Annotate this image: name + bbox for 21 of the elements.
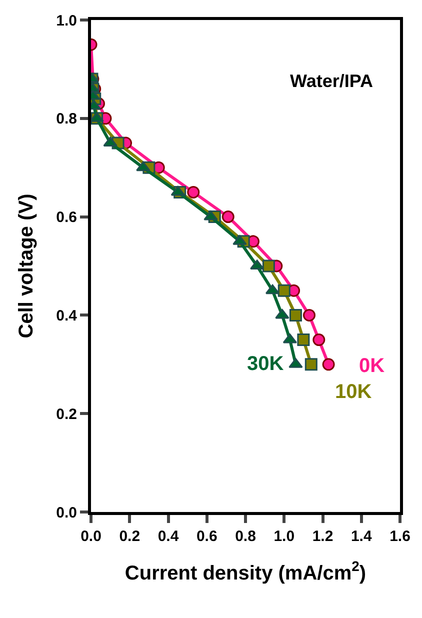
series-label: 30K (247, 353, 284, 375)
x-tick-label: 0.0 (80, 528, 102, 545)
y-axis-title: Cell voltage (V) (16, 194, 38, 338)
y-tick-label: 0.6 (56, 209, 77, 226)
x-tick-label: 1.0 (274, 528, 295, 545)
x-tick-label: 1.6 (390, 528, 410, 545)
y-tick-label: 0.4 (56, 307, 78, 324)
y-tick-label: 0.0 (56, 504, 77, 522)
x-tick-label: 0.2 (119, 528, 140, 545)
x-tick-label: 0.4 (158, 528, 180, 545)
y-tick-label: 0.8 (56, 110, 77, 128)
x-tick-label: 0.8 (235, 528, 256, 545)
x-tick-label: 1.4 (350, 528, 372, 545)
x-tick-label: 1.2 (312, 528, 334, 545)
y-tick-label: 1.0 (56, 12, 77, 30)
series-label: 0K (359, 355, 386, 377)
y-tick-label: 0.2 (56, 406, 77, 423)
x-tick-label: 0.6 (196, 528, 218, 545)
text: Water/IPA (290, 71, 374, 91)
x-axis-title: Current density (mA/cm$^{2}$) (124, 558, 366, 584)
series-label: 10K (335, 381, 372, 403)
